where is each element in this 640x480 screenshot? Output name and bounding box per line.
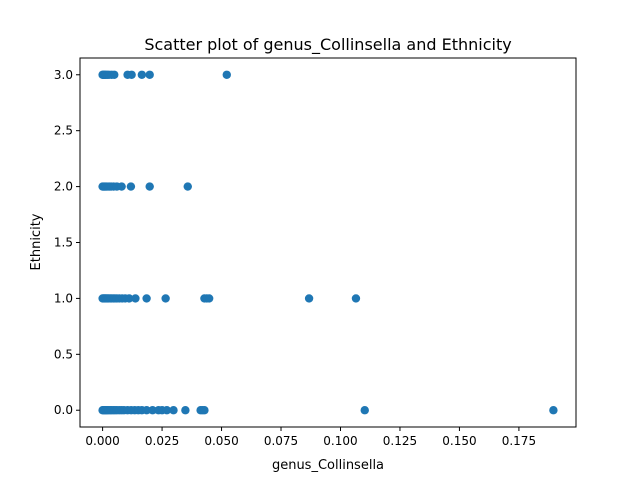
data-point <box>161 294 170 303</box>
y-tick-label: 0.0 <box>54 403 73 417</box>
y-tick-label: 0.5 <box>54 347 73 361</box>
y-tick-label: 2.5 <box>54 124 73 138</box>
data-point <box>125 294 134 303</box>
data-point <box>131 294 140 303</box>
plot-frame <box>79 57 577 428</box>
y-tick-label: 1.0 <box>54 291 73 305</box>
data-point <box>162 406 172 415</box>
data-point <box>169 406 178 415</box>
data-point <box>126 182 136 191</box>
data-point <box>145 182 154 191</box>
y-axis-label: Ethnicity <box>29 213 44 270</box>
data-point <box>183 182 192 191</box>
data-point <box>549 406 558 415</box>
data-point <box>137 70 147 79</box>
data-point <box>304 294 314 303</box>
x-tick-label: 0.125 <box>383 434 417 448</box>
x-tick-label: 0.150 <box>442 434 476 448</box>
x-tick-label: 0.075 <box>264 434 298 448</box>
x-tick-label: 0.050 <box>204 434 238 448</box>
data-point <box>127 70 136 79</box>
data-point <box>360 406 369 415</box>
data-point <box>142 406 151 415</box>
y-tick-label: 3.0 <box>54 68 73 82</box>
y-axis: 0.0 0.5 1.0 1.5 2.0 2.5 3.0 <box>54 68 80 417</box>
x-tick-label: 0.000 <box>85 434 119 448</box>
data-point <box>200 406 209 415</box>
data-point <box>148 406 157 415</box>
y-tick-label: 2.0 <box>54 180 73 194</box>
data-point <box>204 294 214 303</box>
x-tick-label: 0.175 <box>502 434 536 448</box>
data-point <box>351 294 361 303</box>
x-tick-label: 0.025 <box>145 434 179 448</box>
x-tick-label: 0.100 <box>323 434 357 448</box>
data-point <box>110 70 119 79</box>
data-point <box>222 70 231 79</box>
data-point <box>117 182 126 191</box>
data-point <box>142 294 151 303</box>
data-points <box>98 70 558 415</box>
y-tick-label: 1.5 <box>54 236 73 250</box>
data-point <box>181 406 190 415</box>
chart-title: Scatter plot of genus_Collinsella and Et… <box>144 35 511 55</box>
x-axis: 0.000 0.025 0.050 0.075 0.100 0.125 0.150 0.175 <box>85 427 536 448</box>
data-point <box>145 70 154 79</box>
x-axis-label: genus_Collinsella <box>272 458 384 473</box>
